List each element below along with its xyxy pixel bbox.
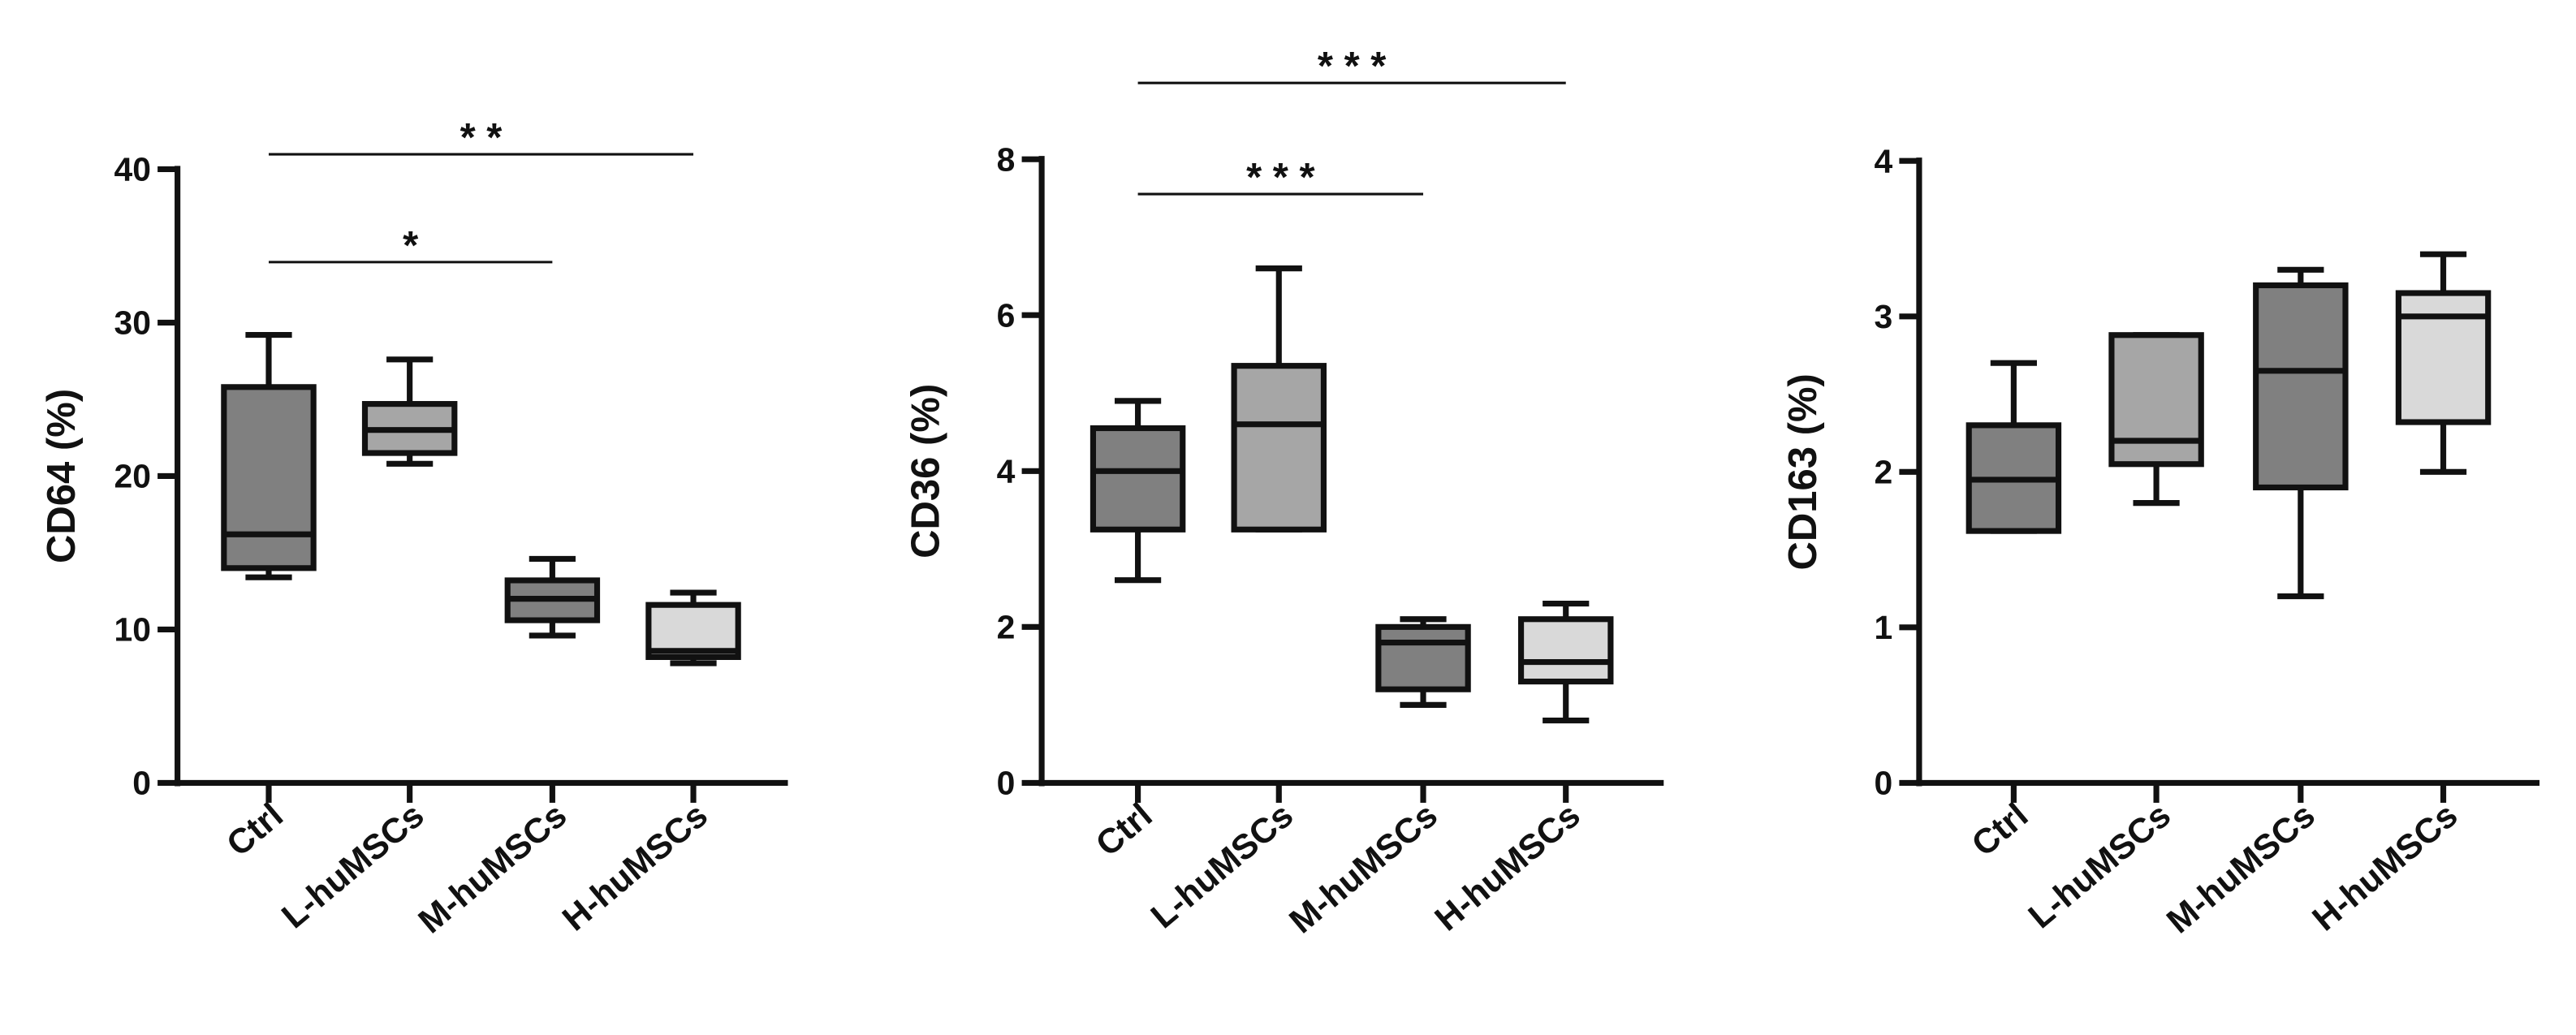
significance-label: * * * (1318, 45, 1387, 88)
y-tick-label: 4 (997, 453, 1016, 490)
x-tick-label: M-huMSCs (1282, 796, 1445, 941)
box (1090, 425, 1186, 533)
y-axis-label: CD163 (%) (1781, 373, 1825, 570)
panel: 0 10 20 30 40 CD64 (%) CtrlL-huMSCsM-huMSCsH-h… (40, 116, 788, 941)
box (2395, 290, 2492, 425)
y-tick-label: 0 (997, 765, 1016, 802)
y-axis-label: CD36 (%) (904, 384, 947, 558)
x-tick-label: L-huMSCs (2022, 796, 2178, 936)
y-tick-label: 10 (114, 611, 150, 649)
box (1231, 363, 1327, 533)
x-tick-label: Ctrl (1965, 796, 2035, 864)
box (221, 384, 317, 571)
y-tick-label: 0 (1874, 765, 1892, 802)
significance-label: * * (460, 116, 503, 160)
panel: 0 1 2 3 4 CD163 (%) CtrlL-huMSCsM-huMSCsH-huMS… (1781, 143, 2540, 941)
y-tick-label: 1 (1874, 609, 1892, 646)
y-tick-label: 0 (132, 765, 151, 802)
x-tick-label: L-huMSCs (274, 796, 431, 936)
x-tick-label: H-huMSCs (555, 796, 715, 938)
y-tick-label: 2 (1874, 454, 1892, 491)
significance-label: * (403, 224, 419, 268)
x-tick-label: L-huMSCs (1144, 796, 1301, 936)
y-tick-label: 4 (1874, 143, 1892, 180)
y-tick-label: 20 (114, 458, 150, 495)
y-tick-label: 3 (1874, 298, 1892, 335)
panel: 0 2 4 6 8 CD36 (%) CtrlL-huMSCsM-huMSCsH-huMSC… (904, 45, 1664, 941)
y-tick-label: 6 (997, 297, 1016, 334)
y-tick-label: 2 (997, 609, 1016, 646)
y-axis-label: CD64 (%) (40, 389, 84, 563)
x-tick-label: M-huMSCs (412, 796, 575, 941)
box (2108, 332, 2204, 468)
x-tick-label: H-huMSCs (2305, 796, 2465, 938)
y-tick-label: 40 (114, 151, 150, 188)
box (1517, 616, 1614, 685)
y-tick-label: 8 (997, 140, 1016, 178)
y-tick-label: 30 (114, 304, 150, 342)
x-tick-label: Ctrl (1089, 796, 1159, 864)
significance-label: * * * (1246, 156, 1315, 200)
x-tick-label: Ctrl (219, 796, 290, 864)
x-tick-label: H-huMSCs (1428, 796, 1588, 938)
x-tick-label: M-huMSCs (2160, 796, 2323, 941)
box (2253, 282, 2349, 491)
box (1375, 623, 1471, 692)
